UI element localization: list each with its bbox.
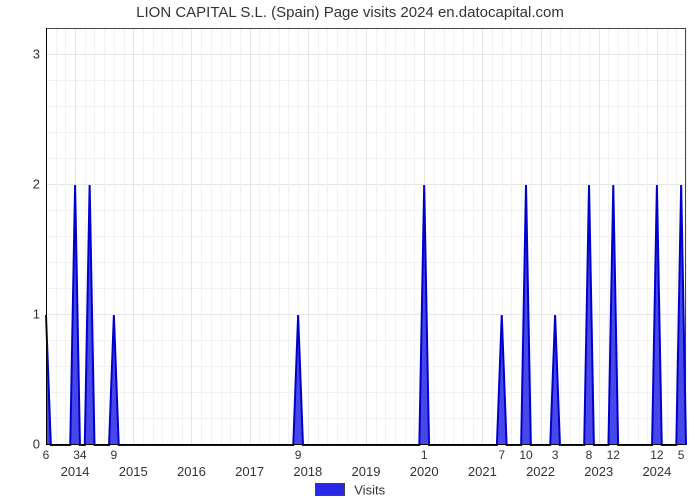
chart-container: LION CAPITAL S.L. (Spain) Page visits 20… [0,0,700,500]
x-tick-label: 2019 [352,464,381,479]
legend-swatch [315,483,345,496]
x-tick-label: 2024 [642,464,671,479]
x-axis-line [46,444,686,445]
value-label: 12 [607,448,620,462]
plot-area [46,28,686,444]
value-label: 1 [421,448,428,462]
x-tick-label: 2014 [61,464,90,479]
legend: Visits [0,482,700,497]
x-tick-label: 2020 [410,464,439,479]
x-tick-label: 2018 [293,464,322,479]
x-tick-label: 2015 [119,464,148,479]
x-tick-label: 2016 [177,464,206,479]
value-label: 10 [519,448,532,462]
chart-title: LION CAPITAL S.L. (Spain) Page visits 20… [0,4,700,21]
value-label: 8 [586,448,593,462]
value-label: 7 [498,448,505,462]
value-label: 9 [295,448,302,462]
x-tick-label: 2017 [235,464,264,479]
y-tick-label: 2 [0,177,40,192]
y-tick-label: 0 [0,437,40,452]
value-label: 3 [552,448,559,462]
x-tick-label: 2022 [526,464,555,479]
value-label: 5 [678,448,685,462]
y-axis-line [46,28,47,444]
x-tick-label: 2021 [468,464,497,479]
y-tick-label: 3 [0,47,40,62]
legend-label: Visits [354,482,385,497]
value-label: 9 [111,448,118,462]
y-tick-label: 1 [0,307,40,322]
value-label: 6 [43,448,50,462]
data-series [46,29,686,445]
value-label: 34 [73,448,86,462]
value-label: 12 [650,448,663,462]
x-tick-label: 2023 [584,464,613,479]
